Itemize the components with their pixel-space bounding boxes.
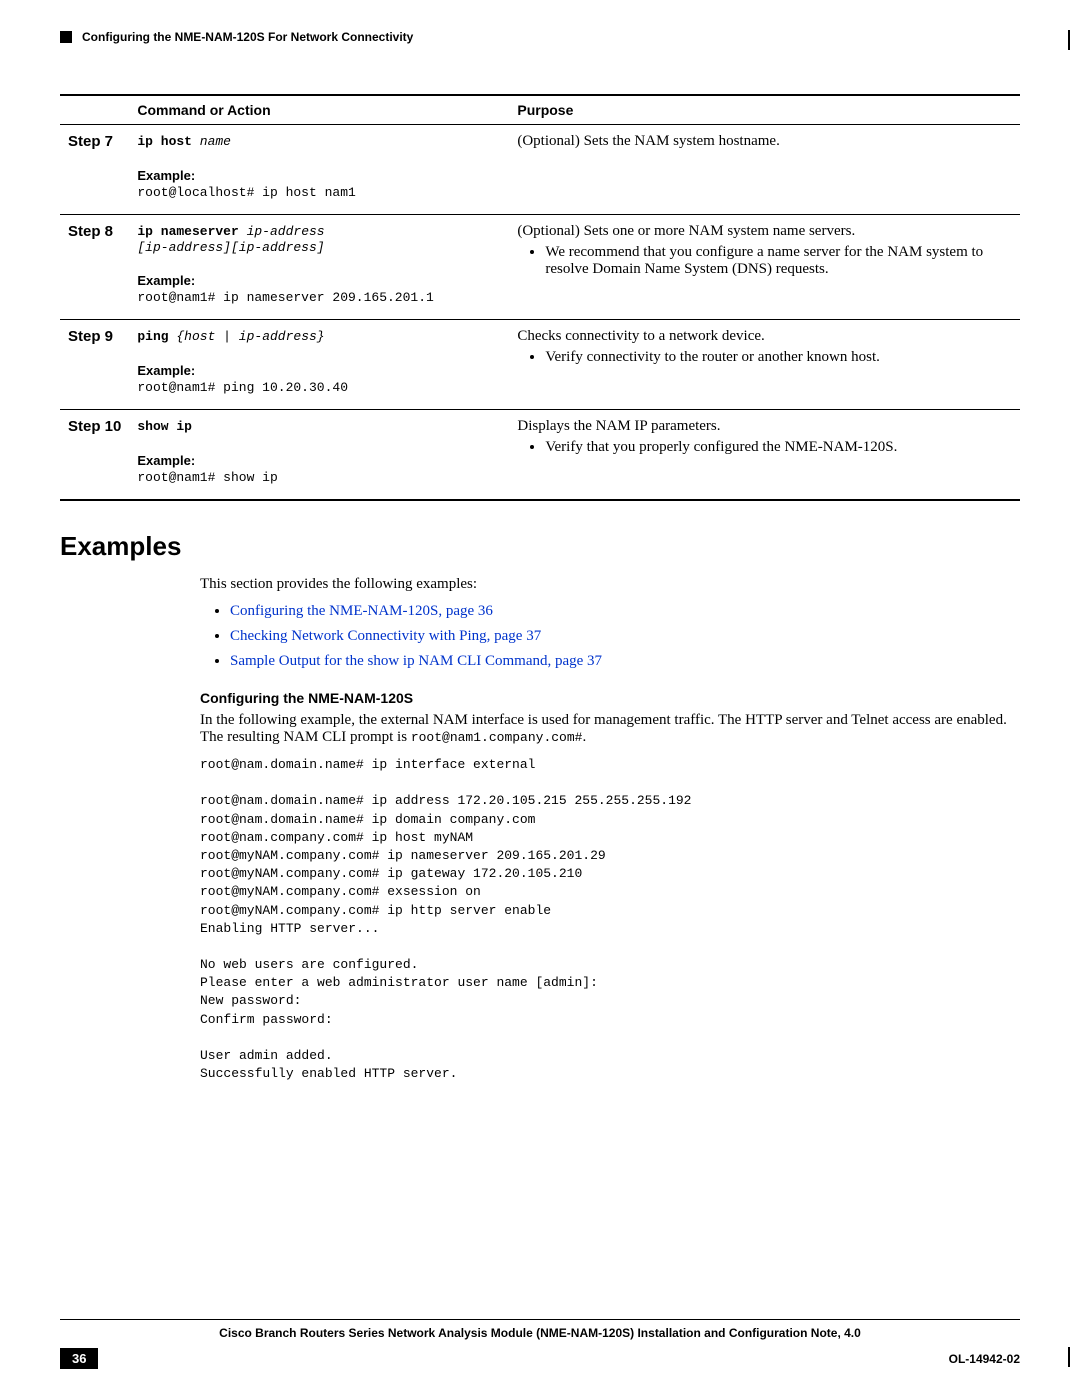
table-purpose: (Optional) Sets the NAM system hostname. [509, 125, 1020, 215]
table-command: show ipExample:root@nam1# show ip [129, 410, 509, 501]
sub1-heading: Configuring the NME-NAM-120S [200, 690, 1020, 706]
example-link[interactable]: Configuring the NME-NAM-120S, page 36 [230, 603, 493, 619]
table-step: Step 9 [60, 320, 129, 410]
examples-body: This section provides the following exam… [200, 576, 1020, 1083]
examples-link-list: Configuring the NME-NAM-120S, page 36 Che… [230, 603, 1020, 670]
page-footer: Cisco Branch Routers Series Network Anal… [60, 1319, 1020, 1369]
running-header: Configuring the NME-NAM-120S For Network… [60, 30, 1020, 44]
header-title: Configuring the NME-NAM-120S For Network… [82, 30, 413, 44]
sub1-para-code: root@nam1.company.com# [411, 730, 583, 745]
table-purpose: Displays the NAM IP parameters.Verify th… [509, 410, 1020, 501]
table-step: Step 10 [60, 410, 129, 501]
example-link[interactable]: Sample Output for the show ip NAM CLI Co… [230, 653, 602, 669]
sub1-para-pre: In the following example, the external N… [200, 712, 1007, 745]
col-purpose: Purpose [509, 95, 1020, 125]
col-command: Command or Action [129, 95, 509, 125]
table-purpose: Checks connectivity to a network device.… [509, 320, 1020, 410]
col-step [60, 95, 129, 125]
table-step: Step 7 [60, 125, 129, 215]
change-bar-icon [1068, 30, 1070, 50]
table-command: ip host nameExample:root@localhost# ip h… [129, 125, 509, 215]
doc-id: OL-14942-02 [949, 1352, 1020, 1366]
table-purpose: (Optional) Sets one or more NAM system n… [509, 215, 1020, 320]
sub1-para-post: . [582, 729, 586, 745]
page-number: 36 [60, 1348, 98, 1369]
steps-table: Command or Action Purpose Step 7ip host … [60, 94, 1020, 501]
table-command: ip nameserver ip-address[ip-address][ip-… [129, 215, 509, 320]
header-marker-icon [60, 31, 72, 43]
table-step: Step 8 [60, 215, 129, 320]
table-command: ping {host | ip-address}Example:root@nam… [129, 320, 509, 410]
code-block: root@nam.domain.name# ip interface exter… [200, 756, 1020, 1083]
examples-heading: Examples [60, 531, 1020, 562]
footer-title: Cisco Branch Routers Series Network Anal… [60, 1326, 1020, 1340]
change-bar-icon [1068, 1347, 1070, 1367]
example-link[interactable]: Checking Network Connectivity with Ping,… [230, 628, 541, 644]
sub1-paragraph: In the following example, the external N… [200, 712, 1020, 746]
examples-intro: This section provides the following exam… [200, 576, 1020, 593]
